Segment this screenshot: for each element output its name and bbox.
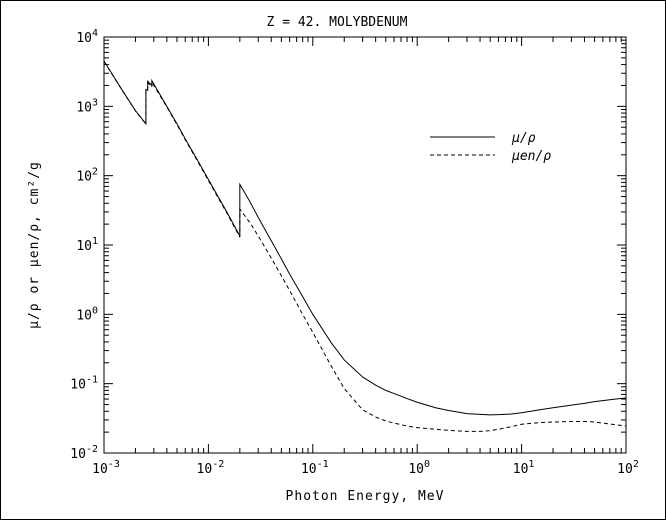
- y-tick-label: 10-1: [70, 375, 98, 393]
- chart-title: Z = 42. MOLYBDENUM: [267, 15, 408, 30]
- legend-label-mu-rho: μ/ρ: [511, 131, 536, 146]
- x-axis-label: Photon Energy, MeV: [286, 489, 445, 504]
- series-layer: [103, 60, 627, 432]
- y-axis-label: μ/ρ or μen/ρ, cm²/g: [27, 161, 42, 329]
- x-tick-label: 101: [513, 459, 535, 477]
- y-tick-label: 101: [76, 236, 98, 254]
- y-tick-label: 103: [76, 97, 98, 115]
- y-axis: 10-2 10-1 100 101 102 103 104: [70, 28, 626, 462]
- x-tick-label: 10-1: [301, 459, 329, 477]
- x-tick-label: 10-2: [197, 459, 225, 477]
- y-tick-label: 102: [76, 167, 98, 185]
- y-tick-label: 104: [76, 28, 98, 46]
- plot-area: [103, 36, 627, 454]
- series-line-mu-rho: [103, 60, 627, 416]
- series-line-mu-en-rho: [103, 61, 627, 432]
- y-tick-label: 100: [76, 305, 98, 323]
- x-axis: 10-3 10-2 10-1 100 101 102: [92, 37, 639, 477]
- x-tick-label: 102: [617, 459, 639, 477]
- y-tick-label: 10-2: [70, 444, 98, 462]
- x-tick-label: 100: [408, 459, 430, 477]
- legend-label-mu-en-rho: μen/ρ: [511, 149, 551, 164]
- legend: μ/ρ μen/ρ: [430, 131, 551, 164]
- x-tick-label: 10-3: [92, 459, 120, 477]
